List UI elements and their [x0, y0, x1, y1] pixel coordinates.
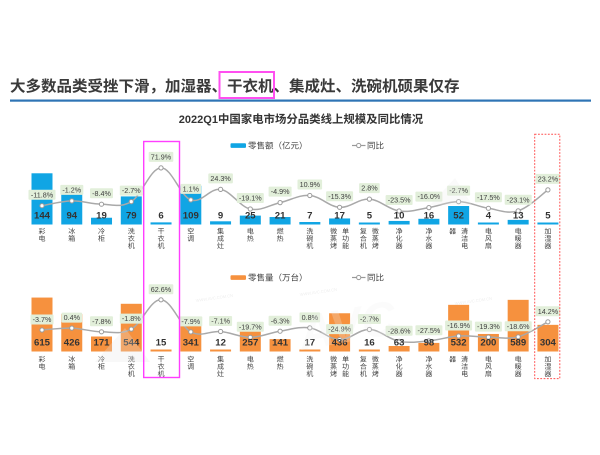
svg-text:12: 12	[215, 338, 226, 349]
svg-text:-4.9%: -4.9%	[271, 187, 290, 196]
svg-text:79: 79	[126, 211, 137, 222]
svg-text:-6.3%: -6.3%	[271, 316, 290, 325]
svg-text:4: 4	[486, 211, 492, 222]
svg-text:23.2%: 23.2%	[538, 175, 559, 184]
svg-text:-7.8%: -7.8%	[92, 317, 111, 326]
svg-text:615: 615	[34, 338, 51, 349]
svg-text:98: 98	[424, 338, 435, 349]
svg-text:24.3%: 24.3%	[210, 174, 231, 183]
svg-text:-2.7%: -2.7%	[122, 186, 141, 195]
svg-text:-23.5%: -23.5%	[388, 196, 411, 205]
svg-text:7: 7	[307, 211, 312, 222]
svg-text:-1.8%: -1.8%	[122, 314, 141, 323]
svg-text:52: 52	[453, 211, 464, 222]
svg-text:-19.7%: -19.7%	[239, 322, 262, 331]
svg-text:WWW.AVC.COM.CN: WWW.AVC.COM.CN	[299, 287, 337, 297]
svg-text:-17.5%: -17.5%	[477, 193, 500, 202]
svg-text:257: 257	[242, 338, 258, 349]
svg-text:589: 589	[510, 338, 526, 349]
svg-text:6: 6	[158, 211, 163, 222]
svg-text:1.1%: 1.1%	[183, 185, 200, 194]
svg-text:10.9%: 10.9%	[300, 180, 321, 189]
svg-text:WWW.AVC.COM.CN: WWW.AVC.COM.CN	[195, 293, 233, 303]
svg-text:71.9%: 71.9%	[151, 153, 172, 162]
svg-text:94: 94	[66, 211, 77, 222]
svg-text:0.8%: 0.8%	[302, 313, 319, 322]
svg-text:-19.3%: -19.3%	[477, 322, 500, 331]
svg-text:436: 436	[332, 338, 348, 349]
svg-text:WWW.AVC.COM.CN: WWW.AVC.COM.CN	[454, 296, 492, 306]
svg-text:200: 200	[480, 338, 496, 349]
svg-text:17: 17	[304, 338, 315, 349]
svg-text:544: 544	[123, 338, 140, 349]
svg-text:-3.7%: -3.7%	[33, 315, 52, 324]
svg-text:14.2%: 14.2%	[538, 307, 559, 316]
svg-text:2022Q1: 2022Q1	[179, 114, 218, 126]
svg-text:25: 25	[245, 211, 256, 222]
svg-text:171: 171	[93, 338, 110, 349]
svg-text:5: 5	[367, 211, 373, 222]
svg-text:62.6%: 62.6%	[151, 285, 172, 294]
svg-text:-16.9%: -16.9%	[447, 321, 470, 330]
svg-text:-1.2%: -1.2%	[62, 186, 81, 195]
svg-text:-15.3%: -15.3%	[328, 192, 351, 201]
svg-text:63: 63	[394, 338, 405, 349]
svg-text:341: 341	[183, 338, 200, 349]
svg-text:426: 426	[64, 338, 80, 349]
svg-text:-18.6%: -18.6%	[507, 322, 530, 331]
svg-text:-2.7%: -2.7%	[449, 186, 468, 195]
svg-text:17: 17	[334, 211, 345, 222]
svg-text:16: 16	[424, 211, 435, 222]
svg-text:144: 144	[34, 211, 51, 222]
svg-text:-8.4%: -8.4%	[92, 189, 111, 198]
svg-text:5: 5	[545, 211, 551, 222]
svg-text:-23.1%: -23.1%	[507, 195, 530, 204]
svg-text:10: 10	[394, 211, 405, 222]
svg-text:-11.8%: -11.8%	[31, 190, 54, 199]
svg-text:-24.9%: -24.9%	[328, 325, 351, 334]
svg-text:532: 532	[451, 338, 467, 349]
svg-text:-7.9%: -7.9%	[181, 317, 200, 326]
svg-text:13: 13	[513, 211, 524, 222]
svg-text:-7.1%: -7.1%	[211, 317, 230, 326]
svg-text:9: 9	[218, 211, 223, 222]
svg-text:0.4%: 0.4%	[64, 313, 81, 322]
svg-text:-2.7%: -2.7%	[360, 315, 379, 324]
svg-text:109: 109	[183, 211, 199, 222]
svg-text:-28.6%: -28.6%	[388, 326, 411, 335]
svg-text:-27.5%: -27.5%	[418, 326, 441, 335]
svg-text:19: 19	[96, 211, 107, 222]
svg-text:141: 141	[272, 338, 289, 349]
svg-text:-16.0%: -16.0%	[418, 192, 441, 201]
svg-text:21: 21	[275, 211, 286, 222]
svg-text:16: 16	[364, 338, 375, 349]
svg-text:15: 15	[156, 338, 167, 349]
svg-text:AVC: AVC	[294, 291, 402, 361]
svg-text:304: 304	[540, 338, 557, 349]
svg-text:-19.1%: -19.1%	[239, 194, 262, 203]
svg-text:2.8%: 2.8%	[361, 184, 378, 193]
